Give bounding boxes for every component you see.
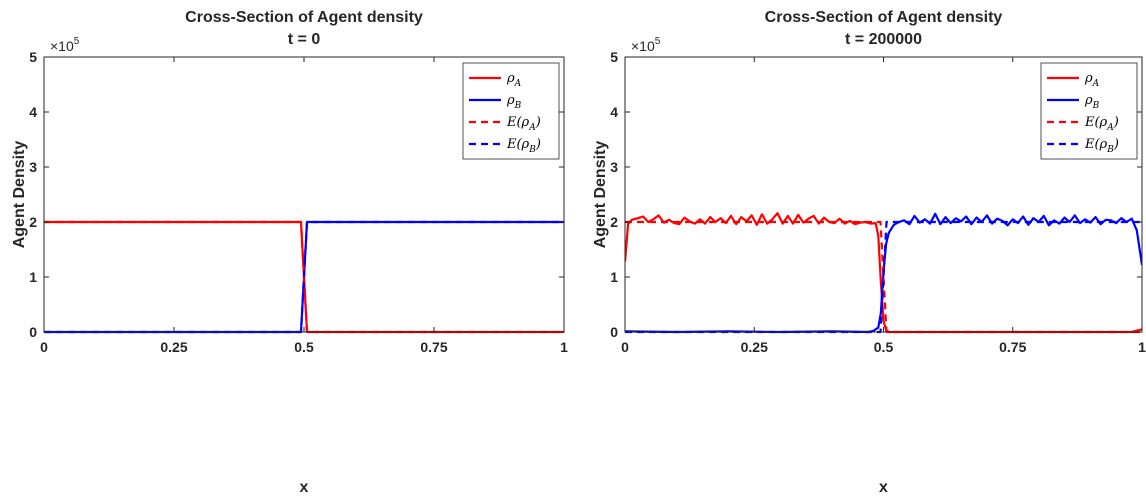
x-tick-label: 1 (560, 339, 568, 355)
chart-subtitle: t = 0 (288, 31, 321, 48)
series-group (44, 220, 564, 334)
legend-label-3: E(ρA) (1084, 115, 1119, 133)
x-tick-label: 0.75 (999, 339, 1026, 355)
y-axis-label: Agent Density (11, 141, 28, 249)
legend-label-2: ρB (1084, 93, 1100, 111)
legend: ρA ρB E(ρA) E(ρB) (1040, 62, 1138, 160)
x-tick-label: 0.25 (741, 339, 768, 355)
chart-panel-2: Cross-Section of Agent density t = 200000… (592, 9, 1146, 496)
y-tick-label: 4 (610, 104, 618, 120)
y-tick-label: 1 (610, 269, 618, 285)
legend-label-1: ρA (1084, 71, 1100, 89)
series-line-1 (625, 212, 1142, 334)
chart-subtitle: t = 200000 (845, 31, 922, 48)
x-tick-label: 0.5 (294, 339, 314, 355)
legend-label-3: E(ρA) (506, 115, 541, 133)
chart-panel-1: Cross-Section of Agent density t = 0 0 0.25… (11, 9, 568, 496)
legend-label-2: ρB (506, 93, 522, 111)
chart-title: Cross-Section of Agent density (185, 9, 423, 26)
series-group (625, 212, 1142, 334)
y-tick-label: 1 (29, 269, 37, 285)
y-tick-label: 5 (610, 49, 618, 65)
series-line-4 (625, 220, 1142, 334)
x-axis-label: x (879, 479, 888, 496)
legend: ρA ρB E(ρA) E(ρB) (462, 62, 560, 160)
x-tick-label: 0.25 (160, 339, 187, 355)
x-tick-label: 0 (621, 339, 629, 355)
y-axis-label: Agent Density (592, 141, 609, 249)
legend-label-1: ρA (506, 71, 522, 89)
y-tick-label: 5 (29, 49, 37, 65)
y-tick-label: 4 (29, 104, 37, 120)
y-tick-label: 2 (610, 214, 618, 230)
y-multiplier: ×105 (631, 36, 661, 54)
x-tick-label: 1 (1138, 339, 1146, 355)
y-tick-label: 0 (610, 324, 618, 340)
x-tick-label: 0.5 (874, 339, 894, 355)
x-tick-label: 0.75 (420, 339, 447, 355)
x-tick-label: 0 (40, 339, 48, 355)
series-line-4 (44, 220, 564, 334)
legend-label-4: E(ρB) (506, 137, 541, 155)
y-tick-label: 0 (29, 324, 37, 340)
y-tick-label: 3 (610, 159, 618, 175)
chart-title: Cross-Section of Agent density (765, 9, 1003, 26)
legend-label-4: E(ρB) (1084, 137, 1119, 155)
y-tick-label: 2 (29, 214, 37, 230)
y-multiplier: ×105 (50, 36, 80, 54)
x-axis-label: x (300, 479, 309, 496)
y-tick-label: 3 (29, 159, 37, 175)
